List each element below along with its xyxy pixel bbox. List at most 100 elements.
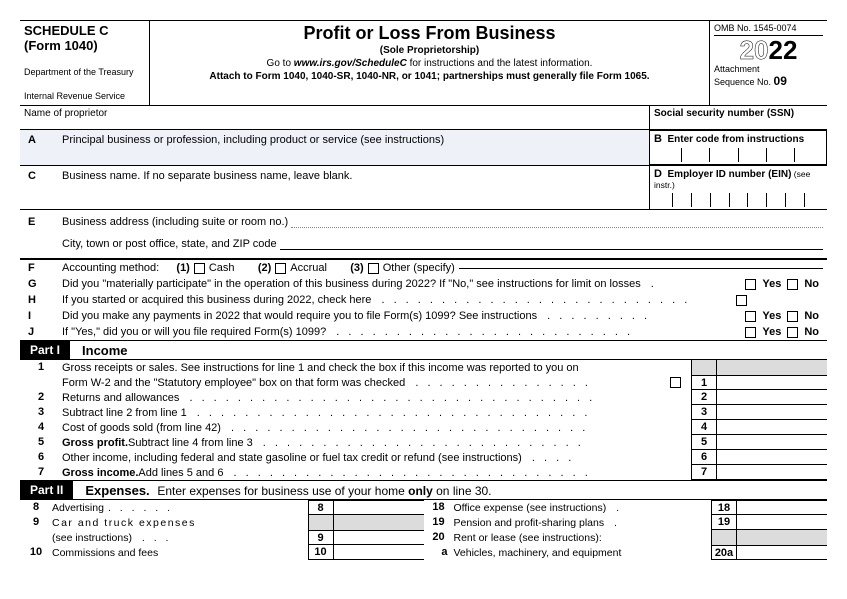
row-h: H If you started or acquired this busine… [20,292,827,308]
line-6-amt[interactable] [717,450,827,465]
part-2-sub: Enter expenses for business use of your … [153,484,491,498]
goto-line: Go to www.irs.gov/ScheduleC for instruct… [154,58,705,69]
ein-boxes[interactable] [654,193,823,207]
line-20a-num: a [424,545,454,560]
line-5-numbox: 5 [691,435,717,450]
line-1-num: 1 [20,360,62,375]
letter-i: I [20,310,62,322]
line-7-amt[interactable] [717,465,827,480]
exp-line-8: 8 Advertising. . . . . . 8 [20,500,424,515]
statutory-employee-checkbox[interactable] [670,377,681,388]
dept-irs: Internal Revenue Service [24,91,145,101]
line-9-amt[interactable] [334,530,424,545]
line-1-numbox: 1 [691,375,717,390]
line-3-numbox: 3 [691,405,717,420]
schedule-label: SCHEDULE C [24,23,145,38]
attachment-seq: Attachment Sequence No. 09 [714,64,823,88]
line-10-amt[interactable] [334,545,424,560]
letter-b: B [654,133,662,145]
line-7-numbox: 7 [691,465,717,480]
row-d-cell: D Employer ID number (EIN) (see instr.) [649,166,827,209]
line-19-numbox: 19 [711,515,737,530]
income-line-1a: 1 Gross receipts or sales. See instructi… [20,360,827,375]
row-a-desc: Principal business or profession, includ… [62,130,649,165]
addr2-input[interactable] [280,238,823,250]
row-i: I Did you make any payments in 2022 that… [20,308,827,324]
g-no-checkbox[interactable] [787,279,798,290]
checkbox-other[interactable] [368,263,379,274]
f-opt2: Accrual [290,262,327,274]
f-opt2n: (2) [258,262,271,274]
name-ssn-row: Name of proprietor Social security numbe… [20,106,827,130]
i-yes-checkbox[interactable] [745,311,756,322]
line-7-pre: Gross income. [62,467,138,479]
letter-g: G [20,278,62,290]
letter-e: E [20,214,62,232]
line-1-desc2: Form W-2 and the "Statutory employee" bo… [62,377,405,389]
line-18-desc: Office expense (see instructions) [454,502,607,514]
line-20a-numbox: 20a [711,545,737,560]
line-20a-desc: Vehicles, machinery, and equipment [454,547,622,559]
part-2-tab: Part II [20,481,73,499]
income-section: 1 Gross receipts or sales. See instructi… [20,360,827,480]
year-bold: 22 [769,35,798,65]
line-18-amt[interactable] [737,500,827,515]
i-no-checkbox[interactable] [787,311,798,322]
j-yes-checkbox[interactable] [745,327,756,338]
line-5-amt[interactable] [717,435,827,450]
line-7-num: 7 [20,465,62,480]
sequence-label: Sequence No. [714,77,774,87]
line-7-desc: Add lines 5 and 6 [138,467,223,479]
line-3-amt[interactable] [717,405,827,420]
line-1-amt[interactable] [717,375,827,390]
expenses-right-col: 18 Office expense (see instructions) . 1… [424,500,828,560]
line-4-amt[interactable] [717,420,827,435]
line-20-amt [737,530,827,545]
line-8-amt[interactable] [334,500,424,515]
dept-treasury: Department of the Treasury [24,67,145,77]
line-18-numbox: 18 [711,500,737,515]
row-g: G Did you "materially participate" in th… [20,276,827,292]
line-2-amt[interactable] [717,390,827,405]
form-subtitle: (Sole Proprietorship) [154,45,705,56]
checkbox-accrual[interactable] [275,263,286,274]
g-yes-checkbox[interactable] [745,279,756,290]
goto-url: www.irs.gov/ScheduleC [294,58,407,69]
line-5-num: 5 [20,435,62,450]
line-9-desc1: Car and truck expenses [52,517,196,529]
line-3-desc: Subtract line 2 from line 1 [62,407,187,419]
line-20a-amt[interactable] [737,545,827,560]
line-10-desc: Commissions and fees [52,547,158,559]
checkbox-cash[interactable] [194,263,205,274]
exp-line-9a: 9 Car and truck expenses [20,515,424,530]
other-specify-input[interactable] [459,268,823,269]
header-left: SCHEDULE C (Form 1040) Department of the… [20,21,150,105]
j-no-checkbox[interactable] [787,327,798,338]
addr1-input[interactable] [291,216,823,228]
attach-instruction: Attach to Form 1040, 1040-SR, 1040-NR, o… [154,71,705,82]
line-1-amt-shade [717,360,827,375]
line-2-numbox: 2 [691,390,717,405]
line-1-desc1: Gross receipts or sales. See instruction… [62,362,579,374]
h-checkbox[interactable] [736,295,747,306]
row-b-label: Enter code from instructions [668,134,805,145]
line-6-desc: Other income, including federal and stat… [62,452,522,464]
exp-line-20: 20 Rent or lease (see instructions): [424,530,828,545]
code-boxes[interactable] [654,148,822,162]
sequence-number: 09 [774,74,787,88]
part-2-title: Expenses. [85,483,149,498]
tax-year: 2022 [714,37,823,63]
line-9-numbox-shade [308,515,334,530]
proprietor-name-label: Name of proprietor [20,106,649,129]
line-20-numbox [711,530,737,545]
i-no-label: No [804,310,819,322]
addr1-label: Business address (including suite or roo… [62,216,288,228]
income-line-7: 7 Gross income. Add lines 5 and 6 . . . … [20,465,827,480]
row-e-addr2: City, town or post office, state, and ZI… [62,236,827,254]
f-opt1n: (1) [176,262,189,274]
row-j-text: If "Yes," did you or will you file requi… [62,326,326,338]
line-20-desc: Rent or lease (see instructions): [454,532,602,544]
line-19-amt[interactable] [737,515,827,530]
income-line-3: 3 Subtract line 2 from line 1 . . . . . … [20,405,827,420]
income-line-5: 5 Gross profit. Subtract line 4 from lin… [20,435,827,450]
